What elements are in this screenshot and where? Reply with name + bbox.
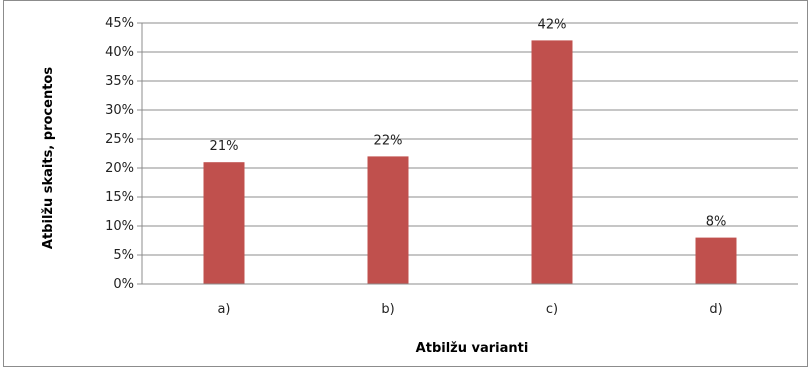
x-axis-title: Atbilžu varianti <box>416 341 529 356</box>
y-axis-ticks: 0% 5% 10% 15% 20% 25% 30% 35% 40% 45% <box>105 16 142 292</box>
y-tick-label: 20% <box>105 161 134 176</box>
gridlines <box>142 22 798 256</box>
data-label: 21% <box>210 139 239 154</box>
x-tick-label: c) <box>546 302 558 317</box>
x-axis-ticks: a) b) c) d) <box>217 302 722 317</box>
y-tick-label: 25% <box>105 132 134 147</box>
y-axis-title: Atbilžu skaits, procentos <box>41 67 56 249</box>
x-tick-label: d) <box>709 302 722 317</box>
data-labels: 21% 22% 42% 8% <box>210 17 727 229</box>
data-label: 22% <box>374 133 403 148</box>
y-tick-label: 35% <box>105 74 134 89</box>
bar-a <box>203 162 245 284</box>
bar-d <box>695 237 737 284</box>
y-tick-label: 15% <box>105 190 134 205</box>
x-tick-label: a) <box>217 302 230 317</box>
data-label: 8% <box>706 215 727 230</box>
y-tick-label: 0% <box>113 277 134 292</box>
y-tick-label: 5% <box>113 248 134 263</box>
data-label: 42% <box>538 17 567 32</box>
y-tick-label: 10% <box>105 219 134 234</box>
bars <box>203 40 737 285</box>
y-tick-label: 30% <box>105 103 134 118</box>
bar-c <box>531 40 573 285</box>
bar-b <box>367 156 409 284</box>
x-tick-label: b) <box>381 302 394 317</box>
y-tick-label: 40% <box>105 45 134 60</box>
y-tick-label: 45% <box>105 16 134 31</box>
